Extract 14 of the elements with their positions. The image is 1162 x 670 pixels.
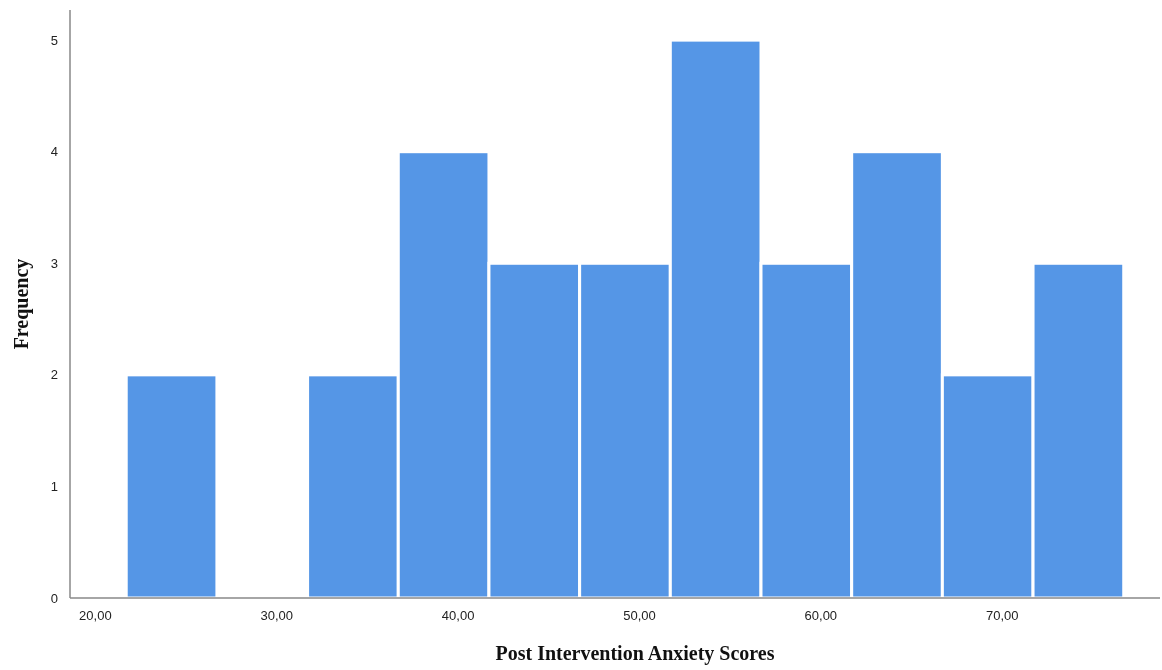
x-tick-label: 50,00 xyxy=(623,608,656,623)
y-tick-label: 4 xyxy=(50,144,58,160)
y-tick-label: 2 xyxy=(50,367,58,383)
y-tick-label: 3 xyxy=(50,255,58,271)
x-tick-label: 20,00 xyxy=(79,608,112,623)
y-axis-title: Frequency xyxy=(10,258,33,350)
x-tick-label: 60,00 xyxy=(804,608,838,623)
y-tick-label: 5 xyxy=(50,32,58,48)
x-tick-label: 70,00 xyxy=(985,608,1019,623)
y-tick-label: 0 xyxy=(50,590,58,606)
y-tick-label: 1 xyxy=(50,478,58,494)
x-axis-title: Post Intervention Anxiety Scores xyxy=(495,642,775,665)
x-tick-label: 30,00 xyxy=(260,608,294,623)
x-tick-label: 40,00 xyxy=(441,608,475,623)
